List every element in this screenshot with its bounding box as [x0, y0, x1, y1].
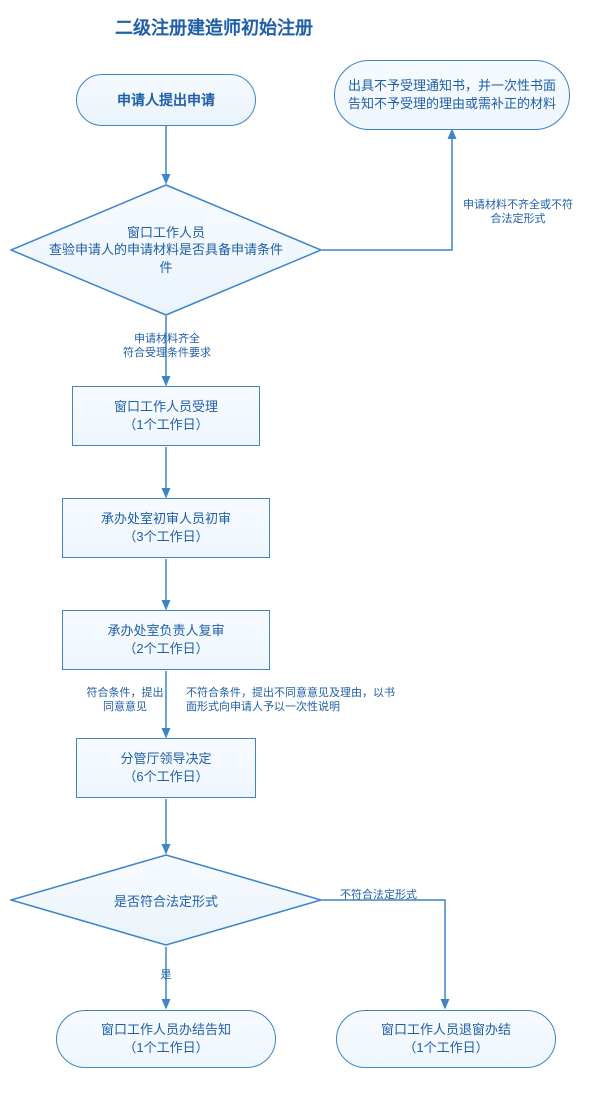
- node-start: 申请人提出申请: [76, 74, 256, 126]
- node-legal-form: 是否符合法定形式: [10, 854, 322, 946]
- node-accept-l1: 窗口工作人员受理: [114, 398, 218, 416]
- node-finish-return-l1: 窗口工作人员退窗办结: [381, 1021, 511, 1039]
- node-check-line2: 查验申请人的申请材料是否具备申请条件: [49, 241, 283, 259]
- node-re-review-l1: 承办处室负责人复审: [107, 622, 224, 640]
- node-leader-decide: 分管厅领导决定 （6个工作日）: [76, 738, 256, 798]
- node-first-review-l2: （3个工作日）: [101, 528, 231, 546]
- node-check-line3: 件: [49, 259, 283, 277]
- node-reject-notice-text: 出具不予受理通知书，并一次性书面告知不予受理的理由或需补正的材料: [347, 77, 557, 112]
- node-re-review-l2: （2个工作日）: [107, 640, 224, 658]
- node-accept-l2: （1个工作日）: [114, 416, 218, 434]
- edge-label-check-no: 申请材料不齐全或不符合法定形式: [458, 198, 578, 227]
- edge-label-review-no: 不符合条件，提出不同意意见及理由，以书面形式向申请人予以一次性说明: [186, 686, 396, 715]
- node-finish-return-l2: （1个工作日）: [381, 1039, 511, 1057]
- diagram-title: 二级注册建造师初始注册: [115, 14, 313, 40]
- node-accept: 窗口工作人员受理 （1个工作日）: [72, 386, 260, 446]
- flowchart-canvas: 二级注册建造师初始注册 申请人提出申请 出具不予受理通知书，并一次性书面告知不予…: [0, 0, 594, 1096]
- node-finish-ok-l1: 窗口工作人员办结告知: [101, 1021, 231, 1039]
- node-first-review: 承办处室初审人员初审 （3个工作日）: [62, 498, 270, 558]
- node-first-review-l1: 承办处室初审人员初审: [101, 510, 231, 528]
- node-leader-decide-l1: 分管厅领导决定: [120, 750, 211, 768]
- edge-label-legal-yes: 是: [156, 968, 176, 982]
- node-leader-decide-l2: （6个工作日）: [120, 768, 211, 786]
- node-start-text: 申请人提出申请: [117, 90, 215, 110]
- edge-label-review-yes: 符合条件，提出同意意见: [86, 686, 164, 715]
- node-check: 窗口工作人员 查验申请人的申请材料是否具备申请条件 件: [10, 184, 322, 316]
- node-check-line1: 窗口工作人员: [49, 224, 283, 242]
- node-legal-form-text: 是否符合法定形式: [114, 894, 218, 909]
- node-re-review: 承办处室负责人复审 （2个工作日）: [62, 610, 270, 670]
- node-finish-return: 窗口工作人员退窗办结 （1个工作日）: [336, 1010, 556, 1068]
- node-finish-ok: 窗口工作人员办结告知 （1个工作日）: [56, 1010, 276, 1068]
- node-finish-ok-l2: （1个工作日）: [101, 1039, 231, 1057]
- edge-label-legal-no: 不符合法定形式: [340, 888, 440, 902]
- node-reject-notice: 出具不予受理通知书，并一次性书面告知不予受理的理由或需补正的材料: [334, 60, 570, 130]
- edge-label-check-yes: 申请材料齐全 符合受理条件要求: [112, 332, 222, 361]
